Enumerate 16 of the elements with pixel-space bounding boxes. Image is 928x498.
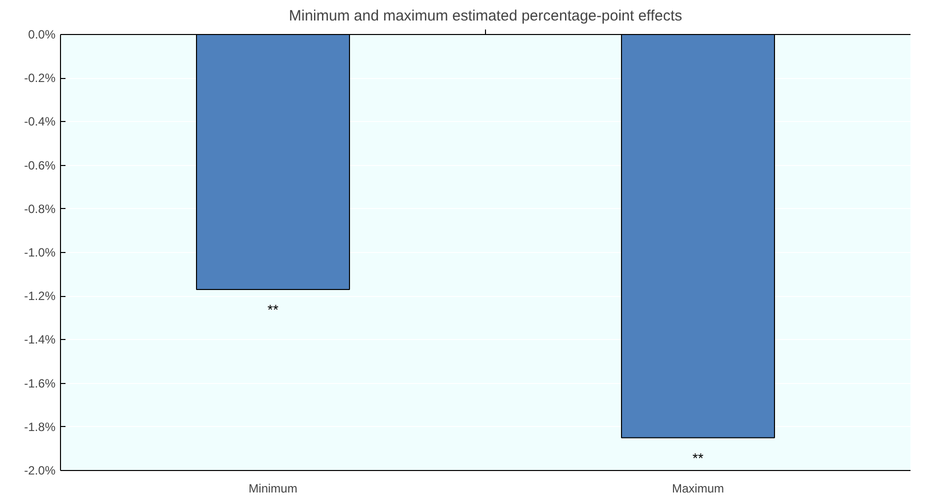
annotation: ** [268,302,279,318]
x-tick-label: Minimum [248,482,298,496]
y-tick-label: -1.6% [24,376,56,390]
chart-title: Minimum and maximum estimated percentage-point effects [288,8,682,24]
y-tick-label: -1.2% [24,289,56,304]
y-tick-label: -1.0% [24,246,56,260]
annotation: ** [692,450,704,466]
y-tick-label: -1.8% [24,420,56,434]
y-tick-label: -1.4% [24,332,56,347]
y-tick-label: -0.4% [24,114,56,129]
x-tick-label: Maximum [672,482,724,496]
y-tick-label: -0.8% [24,202,56,216]
y-tick-label: -0.2% [24,71,56,86]
y-tick-label: -2.0% [24,464,56,478]
y-tick-label: 0.0% [28,28,56,42]
y-tick-label: -0.6% [24,158,56,172]
